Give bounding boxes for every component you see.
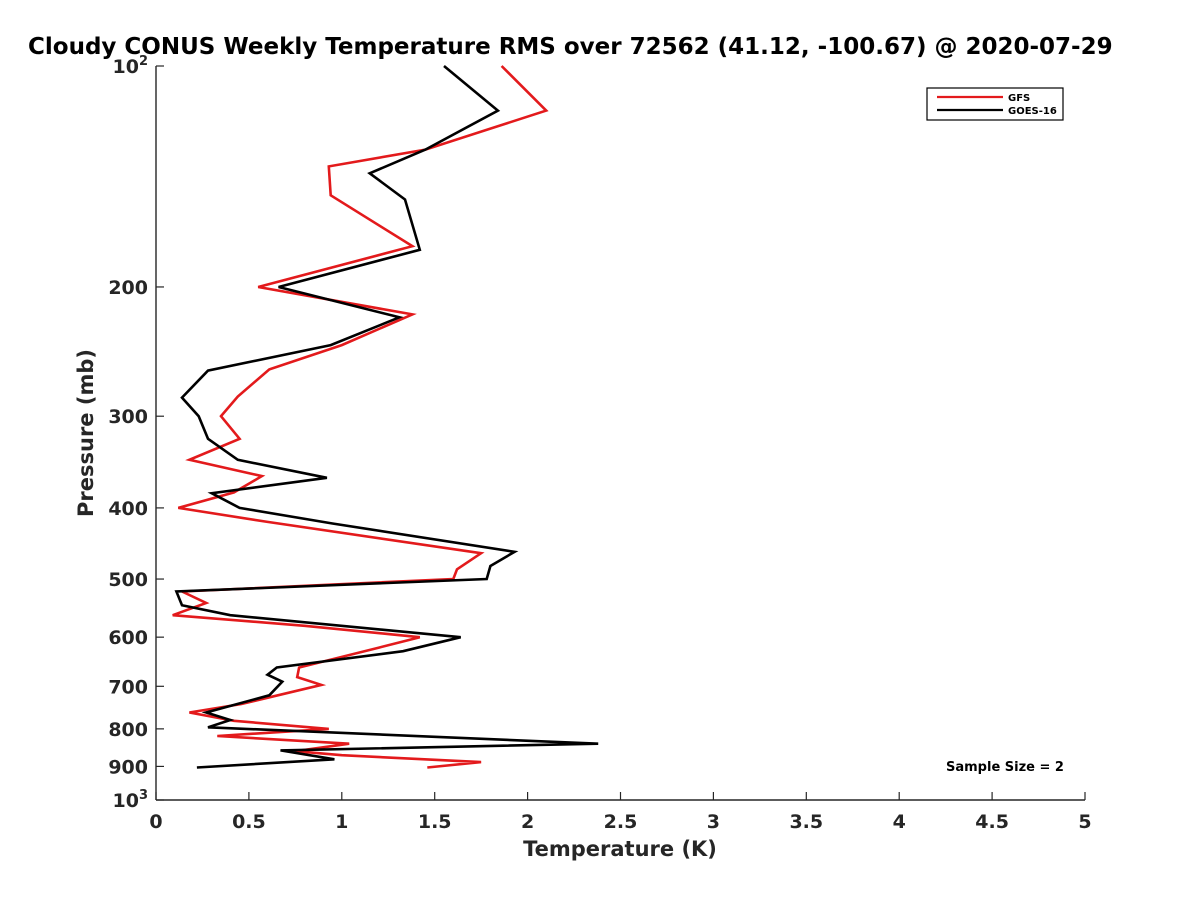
chart-title: Cloudy CONUS Weekly Temperature RMS over…: [28, 34, 1113, 60]
x-tick-label: 0: [149, 811, 162, 833]
x-tick-label: 3.5: [789, 811, 823, 833]
y-tick-label: 900: [108, 756, 148, 778]
legend: GFS GOES-16: [926, 87, 1064, 121]
sample-size-annotation: Sample Size = 2: [946, 760, 1064, 775]
x-axis-label: Temperature (K): [523, 837, 717, 861]
x-tick-label: 1: [335, 811, 348, 833]
y-tick-label: 300: [108, 406, 148, 428]
series-lines: [172, 64, 599, 769]
series-line-gfs: [172, 65, 549, 769]
y-axis-label: Pressure (mb): [74, 349, 98, 517]
y-tick-label: 700: [108, 676, 148, 698]
y-tick-label: 103: [113, 788, 149, 812]
y-tick-label: 800: [108, 719, 148, 741]
legend-box: [926, 87, 1064, 121]
series-line-goes16: [174, 64, 599, 769]
y-tick-label: 500: [108, 569, 148, 591]
x-tick-label: 2: [521, 811, 534, 833]
x-tick-label: 1.5: [418, 811, 452, 833]
x-tick-label: 4: [893, 811, 906, 833]
legend-label-gfs: GFS: [1008, 93, 1030, 104]
x-tick-label: 2.5: [604, 811, 638, 833]
x-tick-label: 0.5: [232, 811, 266, 833]
x-tick-label: 5: [1078, 811, 1091, 833]
legend-label-goes16: GOES-16: [1008, 106, 1057, 117]
x-ticks: 0 0.5 1 1.5 2 2.5 3 3.5 4 4.5 5: [149, 792, 1092, 833]
y-ticks: 102 200 300 400 500 600 700 800 900 103: [108, 54, 164, 812]
y-tick-label: 400: [108, 498, 148, 520]
x-tick-label: 4.5: [975, 811, 1009, 833]
y-tick-label: 600: [108, 627, 148, 649]
y-tick-label: 102: [113, 54, 149, 78]
y-tick-label: 200: [108, 277, 148, 299]
x-tick-label: 3: [707, 811, 720, 833]
plot-area: 0 0.5 1 1.5 2 2.5 3 3.5 4 4.5 5 102 200 300 400 500 600…: [108, 54, 1091, 833]
